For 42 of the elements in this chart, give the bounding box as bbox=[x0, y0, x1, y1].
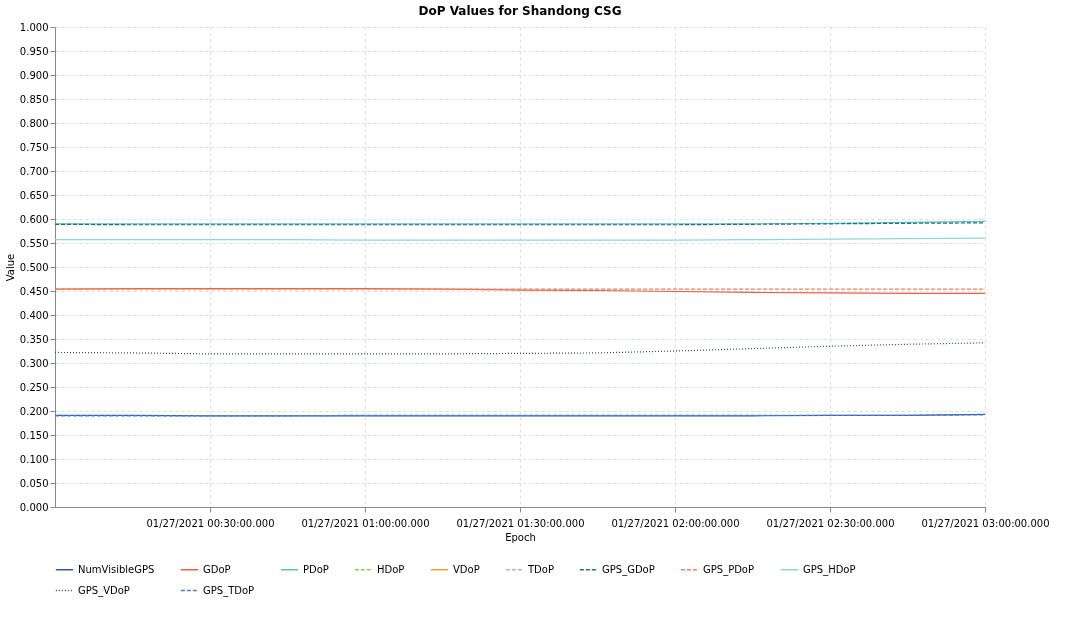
y-tick-label: 0.850 bbox=[19, 93, 49, 105]
legend-label: NumVisibleGPS bbox=[78, 563, 155, 575]
y-axis-title: Value bbox=[4, 253, 16, 282]
x-axis-title: Epoch bbox=[505, 531, 536, 543]
x-tick-label: 01/27/2021 01:30:00.000 bbox=[456, 517, 585, 529]
x-tick-label: 01/27/2021 02:30:00.000 bbox=[766, 517, 895, 529]
y-tick-label: 0.500 bbox=[19, 261, 49, 273]
y-tick-label: 0.350 bbox=[19, 333, 49, 345]
y-tick-label: 0.300 bbox=[19, 357, 49, 369]
y-tick-label: 0.750 bbox=[19, 141, 49, 153]
y-tick-label: 0.950 bbox=[19, 45, 49, 57]
x-tick-label: 01/27/2021 02:00:00.000 bbox=[611, 517, 740, 529]
y-tick-label: 0.150 bbox=[19, 429, 49, 441]
y-tick-label: 0.700 bbox=[19, 165, 49, 177]
legend-label: GPS_PDoP bbox=[703, 563, 755, 576]
x-tick-label: 01/27/2021 00:30:00.000 bbox=[146, 517, 275, 529]
chart-title: DoP Values for Shandong CSG bbox=[418, 4, 622, 18]
legend-label: GDoP bbox=[203, 563, 231, 575]
x-tick-label: 01/27/2021 01:00:00.000 bbox=[301, 517, 430, 529]
legend-label: HDoP bbox=[377, 563, 405, 575]
y-tick-label: 0.550 bbox=[19, 237, 49, 249]
line-series bbox=[54, 342, 986, 355]
legend-label: GPS_TDoP bbox=[203, 584, 255, 597]
x-tick-label: 01/27/2021 03:00:00.000 bbox=[921, 517, 1050, 529]
legend-label: TDoP bbox=[527, 563, 554, 575]
y-tick-label: 0.000 bbox=[19, 501, 49, 513]
legend-label: PDoP bbox=[303, 563, 329, 575]
legend-label: GPS_VDoP bbox=[78, 584, 130, 597]
y-tick-label: 0.100 bbox=[19, 453, 49, 465]
y-tick-label: 0.650 bbox=[19, 189, 49, 201]
y-tick-label: 0.800 bbox=[19, 117, 49, 129]
y-tick-label: 0.900 bbox=[19, 69, 49, 81]
legend-label: GPS_GDoP bbox=[602, 563, 655, 576]
y-tick-label: 0.450 bbox=[19, 285, 49, 297]
y-tick-label: 1.000 bbox=[19, 21, 49, 33]
y-tick-label: 0.050 bbox=[19, 477, 49, 489]
y-tick-label: 0.400 bbox=[19, 309, 49, 321]
legend-label: VDoP bbox=[453, 563, 480, 575]
y-tick-label: 0.600 bbox=[19, 213, 49, 225]
y-tick-label: 0.200 bbox=[19, 405, 49, 417]
y-tick-label: 0.250 bbox=[19, 381, 49, 393]
legend-label: GPS_HDoP bbox=[803, 563, 856, 576]
